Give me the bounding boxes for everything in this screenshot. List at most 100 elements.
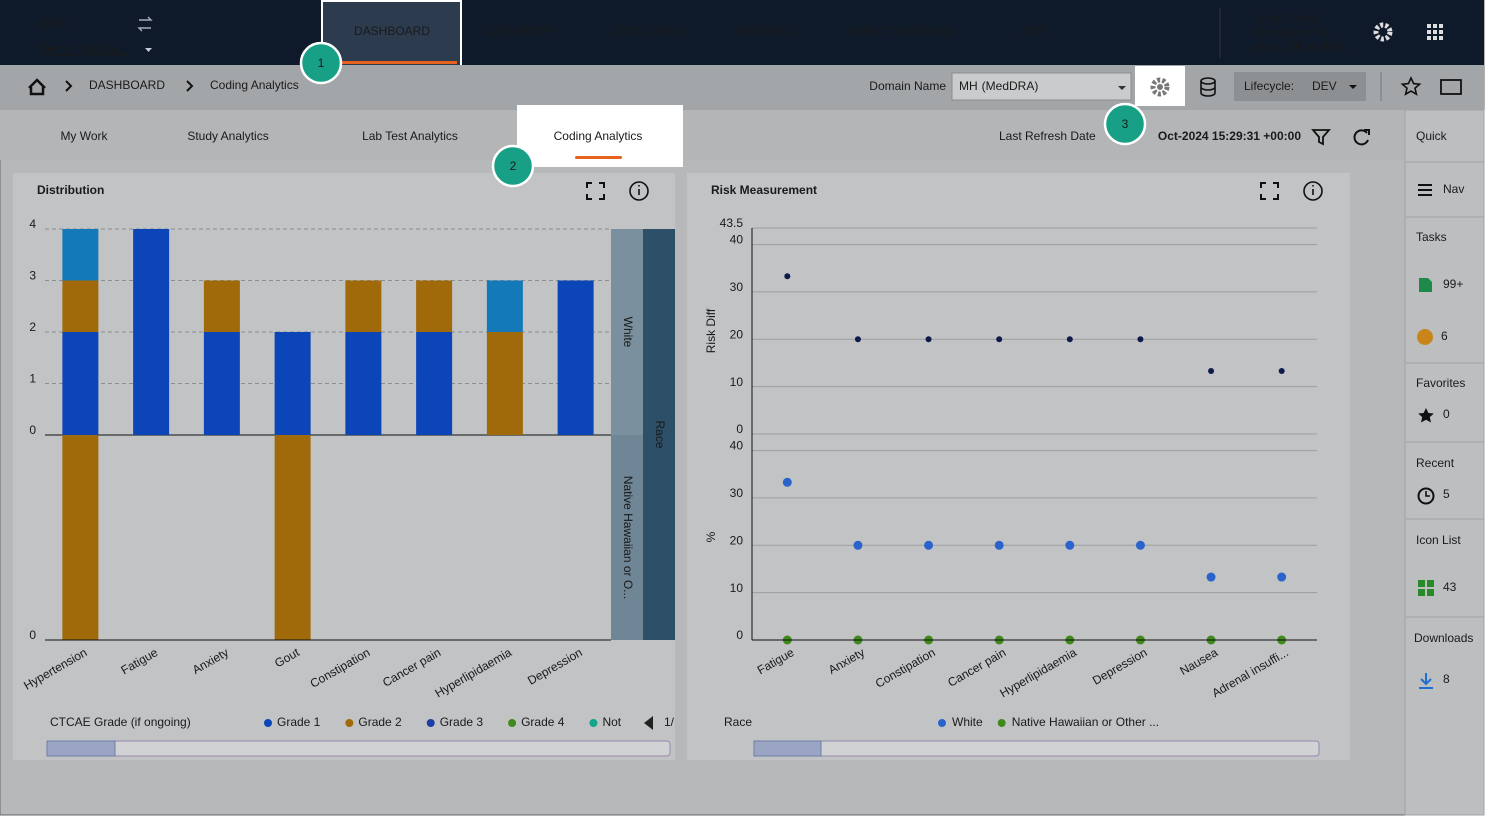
info-icon[interactable] bbox=[629, 181, 1323, 201]
y-tick-label: 0 bbox=[29, 628, 36, 642]
y-tick-label: 10 bbox=[730, 581, 744, 595]
facet-label: Native Hawaiian or O... bbox=[621, 476, 635, 599]
menu-icon[interactable] bbox=[1418, 184, 1432, 196]
bar-segment bbox=[274, 435, 311, 640]
download-icon[interactable] bbox=[1419, 673, 1433, 689]
sidebar-item[interactable]: 43 bbox=[1443, 580, 1457, 594]
star-icon[interactable] bbox=[1418, 408, 1434, 423]
bar-segment bbox=[62, 332, 99, 435]
legend-item[interactable]: Grade 4 bbox=[521, 715, 565, 729]
legend-dot bbox=[997, 719, 1006, 727]
point bbox=[1137, 336, 1144, 343]
nav-item[interactable]: STUDY INFO bbox=[612, 24, 684, 38]
star-icon[interactable] bbox=[1400, 76, 1422, 96]
y-tick-label: 4 bbox=[29, 217, 36, 231]
strip-label: Race bbox=[653, 420, 667, 448]
panel-title: Distribution bbox=[37, 183, 104, 197]
point bbox=[1208, 368, 1215, 375]
point bbox=[925, 336, 932, 343]
panel bbox=[687, 173, 1350, 760]
legend-prev[interactable] bbox=[644, 716, 653, 730]
callout bbox=[491, 144, 535, 188]
range-thumb[interactable] bbox=[753, 740, 822, 757]
legend-dot bbox=[264, 719, 272, 727]
point bbox=[924, 540, 934, 550]
tab[interactable]: Lab Test Analytics bbox=[362, 129, 458, 143]
point bbox=[1277, 572, 1287, 582]
expand-icon[interactable] bbox=[586, 182, 1279, 200]
sidebar-item[interactable]: 99+ bbox=[1443, 277, 1463, 291]
document-icon[interactable] bbox=[1419, 278, 1432, 292]
legend-item[interactable]: Native Hawaiian or Other ... bbox=[1012, 715, 1159, 729]
bar-segment bbox=[557, 280, 594, 435]
sidebar-item[interactable]: 0 bbox=[1443, 407, 1450, 421]
dropdown-arrow bbox=[1349, 85, 1357, 89]
chevron bbox=[186, 80, 194, 92]
sidebar-item[interactable]: Nav bbox=[1443, 182, 1464, 196]
sidebar-item[interactable]: Tasks bbox=[1416, 230, 1447, 244]
lifecycle-value: DEV bbox=[1312, 79, 1337, 93]
tab-bar bbox=[0, 110, 1405, 160]
breadcrumb-item[interactable]: DASHBOARD bbox=[89, 78, 165, 92]
apps-icon[interactable] bbox=[1427, 24, 1443, 40]
login: Login: Syed bbox=[1255, 11, 1318, 25]
bar-segment bbox=[486, 332, 523, 435]
sidebar-item[interactable]: Favorites bbox=[1416, 376, 1465, 390]
legend-dot bbox=[426, 719, 435, 727]
lifecycle-select[interactable] bbox=[1234, 72, 1366, 101]
sidebar-item[interactable]: 8 bbox=[1443, 672, 1450, 686]
sidebar-item[interactable]: Downloads bbox=[1414, 631, 1473, 645]
lifecycle-label: Lifecycle: bbox=[1244, 79, 1294, 93]
range-slider[interactable] bbox=[46, 740, 671, 757]
clock-icon[interactable] bbox=[1417, 487, 1435, 505]
nav-item[interactable]: DASHBOARD bbox=[354, 24, 430, 38]
legend-title: Race bbox=[724, 715, 752, 729]
filter-icon[interactable] bbox=[1311, 129, 1331, 146]
nav-item[interactable]: DATA ENTRY bbox=[484, 24, 557, 38]
nav-item[interactable]: REPORTS bbox=[736, 24, 794, 38]
range-thumb[interactable] bbox=[46, 740, 116, 757]
bar-segment bbox=[62, 280, 99, 332]
legend-item[interactable]: White bbox=[952, 715, 983, 729]
tab[interactable]: Study Analytics bbox=[187, 129, 268, 143]
refresh-value: Oct-2024 15:29:31 +00:00 bbox=[1158, 129, 1301, 143]
gear-icon[interactable] bbox=[1150, 77, 1170, 97]
facet-strip bbox=[611, 229, 643, 435]
point bbox=[854, 336, 861, 343]
monitor-icon[interactable] bbox=[1440, 79, 1462, 95]
domain-label: Domain Name bbox=[869, 79, 946, 93]
sidebar-item[interactable]: 5 bbox=[1443, 487, 1450, 501]
legend-item[interactable]: Grade 2 bbox=[358, 715, 402, 729]
y-tick-label: 10 bbox=[730, 375, 744, 389]
legend-title: CTCAE Grade (if ongoing) bbox=[50, 715, 191, 729]
sidebar-item[interactable]: Icon List bbox=[1416, 533, 1461, 547]
sidebar-item[interactable]: Quick bbox=[1416, 129, 1448, 143]
y-tick-label: 43.5 bbox=[720, 216, 744, 230]
legend-item[interactable]: Grade 3 bbox=[440, 715, 484, 729]
timezone: Timezone: Etc bbox=[1255, 26, 1331, 40]
y-tick-label: 3 bbox=[29, 269, 36, 283]
tab[interactable]: My Work bbox=[60, 129, 108, 143]
legend-item[interactable]: Not bbox=[602, 715, 621, 729]
home-icon[interactable] bbox=[28, 78, 46, 96]
nav-item[interactable]: SAFETY GATEWAY bbox=[847, 24, 955, 38]
study-select[interactable]: Demo_Oncolo... bbox=[41, 42, 128, 56]
domain-select[interactable] bbox=[951, 72, 1132, 101]
y-tick-label: 2 bbox=[29, 320, 36, 334]
grid-icon[interactable] bbox=[1418, 580, 1434, 596]
tab[interactable]: Coding Analytics bbox=[554, 129, 643, 143]
callout-number: 2 bbox=[510, 159, 517, 173]
switch-icon[interactable] bbox=[137, 16, 153, 32]
legend-dot bbox=[938, 719, 946, 727]
range-slider[interactable] bbox=[753, 740, 1320, 757]
sidebar-item[interactable]: Recent bbox=[1416, 456, 1455, 470]
sidebar-item[interactable]: 6 bbox=[1441, 329, 1448, 343]
refresh-icon[interactable] bbox=[1353, 129, 1369, 146]
legend-item[interactable]: Grade 1 bbox=[277, 715, 321, 729]
callout-number: 1 bbox=[318, 56, 325, 70]
active-nav-underline bbox=[340, 61, 457, 64]
nav-item[interactable]: JOB bbox=[1021, 24, 1044, 38]
question-icon[interactable] bbox=[1417, 329, 1433, 345]
settings-icon[interactable] bbox=[1373, 22, 1393, 42]
